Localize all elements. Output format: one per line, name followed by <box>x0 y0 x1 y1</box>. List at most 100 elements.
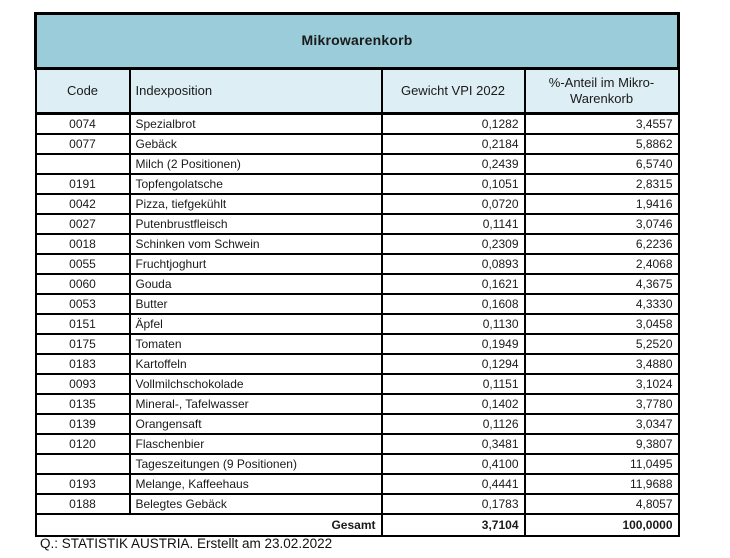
table-row: 0193 Melange, Kaffeehaus 0,4441 11,9688 <box>34 473 680 495</box>
cell-position: Belegtes Gebäck <box>128 493 383 515</box>
cell-code: 0042 <box>34 193 131 215</box>
cell-weight: 0,1141 <box>380 213 526 235</box>
cell-position: Tageszeitungen (9 Positionen) <box>128 453 383 475</box>
column-header-anteil: %-Anteil im Mikro-Warenkorb <box>523 67 680 115</box>
cell-share: 1,9416 <box>523 193 680 215</box>
cell-weight: 0,1130 <box>380 313 526 335</box>
cell-weight: 0,1783 <box>380 493 526 515</box>
cell-share: 3,7780 <box>523 393 680 415</box>
table-title-row: Mikrowarenkorb <box>33 12 681 70</box>
table-row: Milch (2 Positionen) 0,2439 6,5740 <box>34 153 680 175</box>
cell-weight: 0,1608 <box>380 293 526 315</box>
cell-share: 2,8315 <box>523 173 680 195</box>
table-row: 0053 Butter 0,1608 4,3330 <box>34 293 680 315</box>
cell-share: 6,2236 <box>523 233 680 255</box>
cell-position: Gouda <box>128 273 383 295</box>
cell-share: 3,0458 <box>523 313 680 335</box>
cell-share: 2,4068 <box>523 253 680 275</box>
cell-share: 11,0495 <box>523 453 680 475</box>
cell-weight: 0,1051 <box>380 173 526 195</box>
cell-share: 4,3675 <box>523 273 680 295</box>
table-row: 0077 Gebäck 0,2184 5,8862 <box>34 133 680 155</box>
cell-weight: 0,1621 <box>380 273 526 295</box>
cell-share: 6,5740 <box>523 153 680 175</box>
table-row: 0135 Mineral-, Tafelwasser 0,1402 3,7780 <box>34 393 680 415</box>
column-header-gewicht: Gewicht VPI 2022 <box>380 67 526 115</box>
cell-code: 0193 <box>34 473 131 495</box>
cell-weight: 0,1282 <box>380 112 526 135</box>
table-row: 0074 Spezialbrot 0,1282 3,4557 <box>34 112 680 135</box>
cell-position: Kartoffeln <box>128 353 383 375</box>
cell-share: 3,4557 <box>523 112 680 135</box>
column-header-code: Code <box>34 67 131 115</box>
cell-position: Fruchtjoghurt <box>128 253 383 275</box>
table-row: 0151 Äpfel 0,1130 3,0458 <box>34 313 680 335</box>
cell-code: 0183 <box>34 353 131 375</box>
source-note: Q.: STATISTIK AUSTRIA. Erstellt am 23.02… <box>40 536 333 551</box>
cell-position: Mineral-, Tafelwasser <box>128 393 383 415</box>
cell-weight: 0,2439 <box>380 153 526 175</box>
cell-share: 5,2520 <box>523 333 680 355</box>
cell-share: 3,4880 <box>523 353 680 375</box>
table-row: 0183 Kartoffeln 0,1294 3,4880 <box>34 353 680 375</box>
cell-weight: 0,2184 <box>380 133 526 155</box>
cell-position: Pizza, tiefgekühlt <box>128 193 383 215</box>
cell-code: 0055 <box>34 253 131 275</box>
cell-position: Topfengolatsche <box>128 173 383 195</box>
cell-position: Orangensaft <box>128 413 383 435</box>
cell-weight: 0,4441 <box>380 473 526 495</box>
cell-code: 0093 <box>34 373 131 395</box>
cell-position: Melange, Kaffeehaus <box>128 473 383 495</box>
cell-share: 5,8862 <box>523 133 680 155</box>
cell-weight: 0,1294 <box>380 353 526 375</box>
cell-code: 0151 <box>34 313 131 335</box>
cell-position: Vollmilchschokolade <box>128 373 383 395</box>
cell-code: 0191 <box>34 173 131 195</box>
cell-share: 3,1024 <box>523 373 680 395</box>
cell-code: 0053 <box>34 293 131 315</box>
cell-code: 0018 <box>34 233 131 255</box>
cell-position: Putenbrustfleisch <box>128 213 383 235</box>
cell-share: 11,9688 <box>523 473 680 495</box>
cell-code: 0175 <box>34 333 131 355</box>
cell-weight: 0,0893 <box>380 253 526 275</box>
cell-weight: 0,1402 <box>380 393 526 415</box>
total-weight: 3,7104 <box>380 513 526 537</box>
mikrowarenkorb-table: Mikrowarenkorb Code Indexposition Gewich… <box>33 12 681 537</box>
table-body: 0074 Spezialbrot 0,1282 3,4557 0077 Gebäck 0,2… <box>34 112 680 515</box>
cell-code: 0077 <box>34 133 131 155</box>
cell-share: 3,0746 <box>523 213 680 235</box>
column-header-row: Code Indexposition Gewicht VPI 2022 %-An… <box>34 67 680 115</box>
cell-position: Gebäck <box>128 133 383 155</box>
table-row: 0042 Pizza, tiefgekühlt 0,0720 1,9416 <box>34 193 680 215</box>
cell-position: Butter <box>128 293 383 315</box>
cell-position: Milch (2 Positionen) <box>128 153 383 175</box>
cell-share: 3,0347 <box>523 413 680 435</box>
cell-weight: 0,3481 <box>380 433 526 455</box>
total-row: Gesamt 3,7104 100,0000 <box>34 513 680 537</box>
table-row: 0175 Tomaten 0,1949 5,2520 <box>34 333 680 355</box>
table-row: 0027 Putenbrustfleisch 0,1141 3,0746 <box>34 213 680 235</box>
cell-code: 0074 <box>34 112 131 135</box>
table-row: Tageszeitungen (9 Positionen) 0,4100 11,04… <box>34 453 680 475</box>
cell-code <box>34 153 131 175</box>
cell-position: Schinken vom Schwein <box>128 233 383 255</box>
cell-position: Flaschenbier <box>128 433 383 455</box>
total-label: Gesamt <box>34 513 383 537</box>
cell-weight: 0,1949 <box>380 333 526 355</box>
table-row: 0055 Fruchtjoghurt 0,0893 2,4068 <box>34 253 680 275</box>
table-row: 0188 Belegtes Gebäck 0,1783 4,8057 <box>34 493 680 515</box>
cell-code: 0120 <box>34 433 131 455</box>
cell-position: Spezialbrot <box>128 112 383 135</box>
cell-weight: 0,1151 <box>380 373 526 395</box>
table-title: Mikrowarenkorb <box>33 12 681 70</box>
cell-weight: 0,1126 <box>380 413 526 435</box>
cell-share: 4,8057 <box>523 493 680 515</box>
cell-share: 4,3330 <box>523 293 680 315</box>
cell-weight: 0,2309 <box>380 233 526 255</box>
cell-weight: 0,0720 <box>380 193 526 215</box>
cell-share: 9,3807 <box>523 433 680 455</box>
column-header-indexposition: Indexposition <box>128 67 383 115</box>
table-row: 0093 Vollmilchschokolade 0,1151 3,1024 <box>34 373 680 395</box>
